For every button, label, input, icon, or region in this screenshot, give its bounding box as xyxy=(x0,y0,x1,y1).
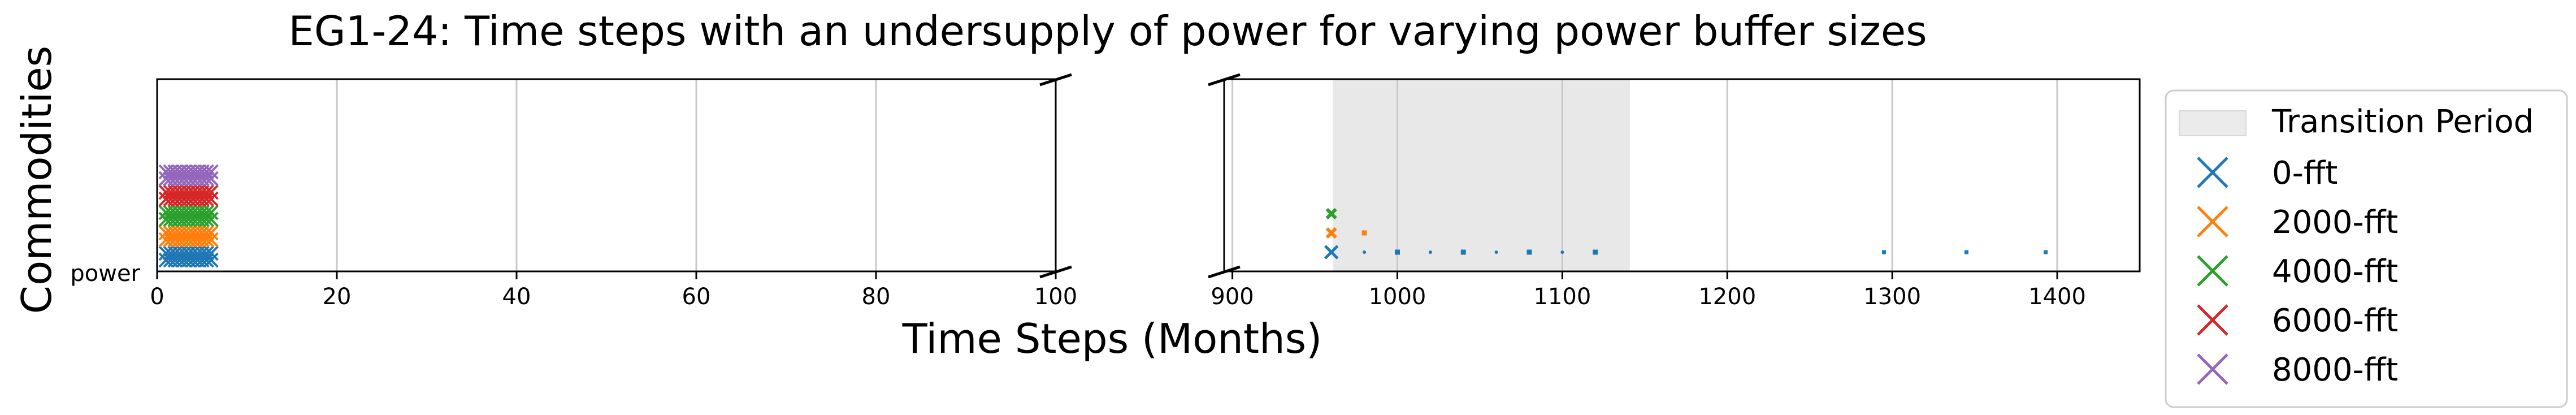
left-data-points xyxy=(158,164,219,268)
point-0-fft-5.5-0 xyxy=(199,252,214,268)
legend-marker-2000-fft xyxy=(2197,206,2228,237)
break-mark-right-bottom xyxy=(1208,265,1241,279)
legend-label-6000-fft: 6000-fft xyxy=(2272,302,2398,339)
point-2000-fft-5.5-1 xyxy=(199,225,214,241)
right-tick-label-900: 900 xyxy=(1211,284,1254,310)
legend-marker-6000-fft xyxy=(2197,304,2228,336)
right-tick-label-1100: 1100 xyxy=(1533,284,1591,310)
point-0-fft-1345 xyxy=(1964,250,1969,254)
point-0-fft-1100 xyxy=(1560,250,1564,254)
point-2000-fft-6-1 xyxy=(203,225,219,241)
point-0-fft-1120 xyxy=(1593,249,1598,255)
right-tick-label-1400: 1400 xyxy=(2028,284,2086,310)
right-tick-label-1000: 1000 xyxy=(1369,284,1426,310)
legend-marker-0-fft xyxy=(2197,157,2228,188)
point-6000-fft-6-1 xyxy=(203,184,219,200)
point-2000-fft-980 xyxy=(1361,230,1367,236)
point-6000-fft-6-0 xyxy=(203,191,219,207)
point-6000-fft-5.5-1 xyxy=(199,184,214,200)
break-mark-left-top xyxy=(1039,73,1072,87)
right-data-points xyxy=(1324,208,2048,260)
point-0-fft-1000 xyxy=(1394,249,1400,255)
point-4000-fft-6-1 xyxy=(203,205,219,221)
left-gridlines xyxy=(156,79,1057,271)
break-mark-right-top xyxy=(1208,73,1241,87)
legend-marker-8000-fft xyxy=(2197,353,2228,385)
legend-swatch-transition xyxy=(2179,110,2247,136)
point-4000-fft-960 xyxy=(1325,208,1337,220)
legend-frame xyxy=(2165,89,2568,408)
left-tick-label-20: 20 xyxy=(323,284,352,310)
point-6000-fft-5.5-0 xyxy=(199,191,214,207)
point-0-fft-980 xyxy=(1363,250,1367,254)
left-x-ticks: 0 20 40 60 80 100 xyxy=(150,271,1077,310)
chart-title: EG1-24: Time steps with an undersupply o… xyxy=(288,7,1927,55)
left-tick-label-0: 0 xyxy=(150,284,164,310)
y-tick-label-power: power xyxy=(70,261,140,287)
break-mark-left-bottom xyxy=(1039,265,1072,279)
point-0-fft-1020 xyxy=(1428,250,1432,254)
left-tick-label-60: 60 xyxy=(682,284,711,310)
point-0-fft-1295 xyxy=(1882,250,1887,254)
legend-marker-4000-fft xyxy=(2197,255,2228,287)
point-0-fft-960 xyxy=(1324,245,1339,260)
point-8000-fft-6-0 xyxy=(203,171,219,187)
left-plot-frame xyxy=(156,78,1057,273)
right-panel: 900 1000 1100 1200 1300 1400 xyxy=(1211,78,2141,310)
right-plot-frame xyxy=(1223,78,2141,273)
left-tick-label-80: 80 xyxy=(862,284,891,310)
point-8000-fft-5.5-1 xyxy=(199,164,214,180)
left-tick-label-100: 100 xyxy=(1034,284,1077,310)
x-axis-label: Time Steps (Months) xyxy=(902,315,1322,362)
right-x-ticks: 900 1000 1100 1200 1300 1400 xyxy=(1211,271,2086,310)
point-0-fft-6-1 xyxy=(203,245,219,261)
legend-series-entries: 0-fft 2000-fft 4000-fft 6000-fft 8000-fft xyxy=(2197,155,2398,388)
legend-label-4000-fft: 4000-fft xyxy=(2272,253,2398,290)
left-panel: 0 20 40 60 80 100 power xyxy=(70,78,1077,310)
right-gridlines xyxy=(1231,79,2058,271)
point-0-fft-1080 xyxy=(1526,249,1532,255)
point-8000-fft-5.5-0 xyxy=(199,171,214,187)
y-axis-label: Commodities xyxy=(13,46,60,314)
axis-break-marks xyxy=(1039,73,1241,279)
point-4000-fft-5.5-0 xyxy=(199,211,214,227)
point-2000-fft-960 xyxy=(1325,227,1337,239)
legend-label-8000-fft: 8000-fft xyxy=(2272,352,2398,388)
left-tick-label-40: 40 xyxy=(502,284,531,310)
transition-period-span xyxy=(1333,79,1630,271)
point-4000-fft-5.5-1 xyxy=(199,205,214,221)
point-4000-fft-6-0 xyxy=(203,211,219,227)
legend-label-2000-fft: 2000-fft xyxy=(2272,204,2398,241)
right-tick-label-1300: 1300 xyxy=(1863,284,1921,310)
point-0-fft-1393 xyxy=(2044,250,2048,254)
legend: Transition Period 0-fft 2000-fft 4000-fft 6… xyxy=(2165,89,2568,408)
legend-label-transition: Transition Period xyxy=(2271,103,2534,140)
point-8000-fft-6-1 xyxy=(203,164,219,180)
point-0-fft-6-0 xyxy=(203,252,219,268)
point-0-fft-1040 xyxy=(1460,249,1466,255)
point-0-fft-1060 xyxy=(1494,250,1498,254)
point-2000-fft-5.5-0 xyxy=(199,232,214,248)
point-2000-fft-6-0 xyxy=(203,232,219,248)
legend-label-0-fft: 0-fft xyxy=(2272,155,2338,192)
right-tick-label-1200: 1200 xyxy=(1698,284,1756,310)
point-0-fft-5.5-1 xyxy=(199,245,214,261)
